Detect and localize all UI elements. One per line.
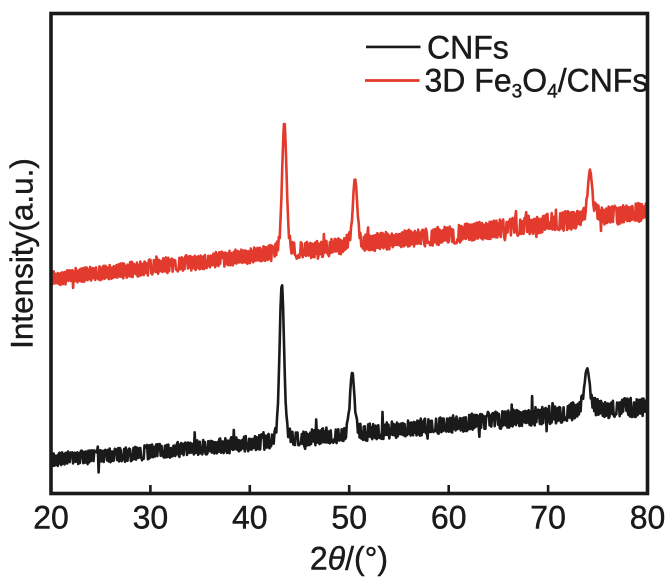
svg-text:70: 70 — [530, 500, 566, 536]
svg-text:60: 60 — [431, 500, 467, 536]
svg-text:40: 40 — [232, 500, 268, 536]
svg-text:2θ/(°): 2θ/(°) — [310, 541, 388, 577]
svg-text:3D Fe3O4/CNFs: 3D Fe3O4/CNFs — [425, 63, 649, 103]
svg-text:80: 80 — [630, 500, 666, 536]
svg-text:30: 30 — [133, 500, 169, 536]
svg-text:50: 50 — [331, 500, 367, 536]
svg-text:20: 20 — [33, 500, 69, 536]
svg-text:CNFs: CNFs — [427, 29, 509, 65]
svg-text:Intensity(a.u.): Intensity(a.u.) — [4, 158, 40, 349]
